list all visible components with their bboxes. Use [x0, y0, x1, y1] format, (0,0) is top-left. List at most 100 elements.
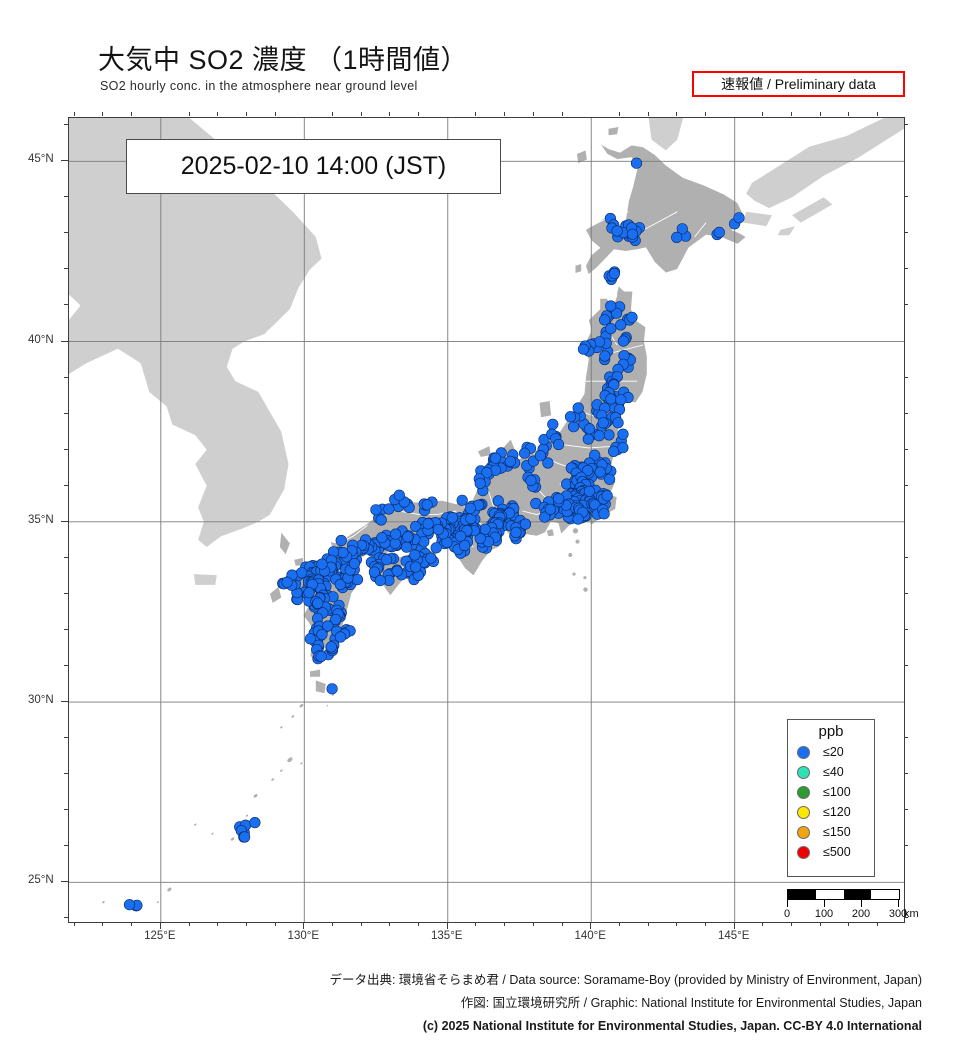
legend-item[interactable]: ≤40 [788, 762, 874, 782]
station-point[interactable] [572, 513, 584, 525]
legend-item[interactable]: ≤120 [788, 802, 874, 822]
station-point[interactable] [519, 518, 532, 530]
station-point[interactable] [617, 428, 629, 440]
station-point[interactable] [312, 597, 324, 609]
station-point[interactable] [351, 574, 364, 586]
station-point[interactable] [455, 530, 467, 542]
legend-item[interactable]: ≤20 [788, 742, 874, 762]
station-point[interactable] [464, 502, 476, 514]
station-point[interactable] [334, 578, 346, 591]
station-point[interactable] [525, 475, 537, 487]
station-point[interactable] [370, 504, 382, 516]
station-point[interactable] [381, 554, 393, 566]
station-point[interactable] [334, 631, 347, 643]
station-point[interactable] [421, 499, 433, 511]
station-point[interactable] [446, 512, 458, 524]
station-point[interactable] [615, 394, 627, 406]
station-point[interactable] [391, 565, 403, 577]
station-point[interactable] [330, 613, 342, 626]
station-point[interactable] [612, 417, 624, 429]
station-point[interactable] [589, 449, 601, 461]
station-point[interactable] [326, 683, 338, 695]
station-point[interactable] [605, 300, 617, 312]
station-point[interactable] [401, 541, 413, 553]
station-point[interactable] [316, 628, 328, 641]
station-point[interactable] [582, 433, 594, 445]
station-point[interactable] [316, 558, 328, 570]
station-point[interactable] [315, 650, 327, 663]
station-point[interactable] [594, 466, 606, 478]
station-point[interactable] [615, 319, 627, 331]
station-point[interactable] [577, 343, 590, 355]
station-point[interactable] [430, 542, 442, 554]
station-point[interactable] [393, 489, 405, 501]
station-point[interactable] [376, 532, 388, 544]
station-point[interactable] [593, 430, 605, 442]
station-point[interactable] [553, 438, 565, 451]
station-point[interactable] [538, 434, 550, 446]
station-point[interactable] [603, 429, 615, 441]
station-point[interactable] [456, 494, 468, 506]
station-point[interactable] [583, 485, 596, 497]
station-point[interactable] [432, 523, 444, 536]
station-point[interactable] [335, 534, 347, 547]
station-point[interactable] [383, 503, 395, 515]
station-point[interactable] [583, 423, 596, 435]
station-point[interactable] [510, 526, 522, 539]
station-point[interactable] [617, 335, 630, 347]
station-point[interactable] [410, 520, 422, 533]
station-point[interactable] [534, 450, 547, 462]
station-point[interactable] [519, 447, 531, 459]
station-point[interactable] [425, 552, 437, 564]
station-points-layer[interactable] [123, 157, 745, 912]
station-point[interactable] [630, 157, 643, 169]
station-point[interactable] [601, 490, 613, 502]
station-point[interactable] [572, 402, 584, 414]
station-point[interactable] [676, 223, 688, 235]
station-point[interactable] [390, 528, 402, 540]
station-point[interactable] [374, 575, 386, 587]
station-point[interactable] [249, 816, 261, 829]
station-point[interactable] [544, 503, 556, 515]
station-point[interactable] [368, 566, 381, 578]
station-point[interactable] [481, 467, 493, 479]
station-point[interactable] [337, 547, 349, 559]
station-point[interactable] [553, 493, 565, 505]
station-point[interactable] [422, 518, 434, 530]
station-point[interactable] [713, 226, 725, 238]
station-point[interactable] [607, 445, 620, 458]
station-point[interactable] [671, 231, 683, 243]
station-point[interactable] [402, 531, 414, 543]
station-point[interactable] [608, 268, 621, 280]
station-point[interactable] [304, 633, 316, 645]
station-point[interactable] [474, 532, 486, 545]
station-point[interactable] [611, 225, 623, 237]
station-point[interactable] [303, 587, 315, 599]
station-point[interactable] [568, 421, 580, 433]
station-point[interactable] [296, 567, 308, 579]
station-point[interactable] [325, 641, 337, 653]
station-point[interactable] [597, 417, 609, 429]
legend-item[interactable]: ≤100 [788, 782, 874, 802]
station-point[interactable] [489, 452, 502, 464]
station-point[interactable] [733, 212, 745, 224]
station-point[interactable] [474, 477, 486, 490]
legend-item[interactable]: ≤500 [788, 842, 874, 862]
station-point[interactable] [409, 549, 421, 561]
station-point[interactable] [348, 558, 361, 570]
map-canvas[interactable] [68, 117, 905, 923]
station-point[interactable] [281, 576, 293, 588]
station-point[interactable] [598, 508, 610, 520]
station-point[interactable] [598, 314, 611, 326]
station-point[interactable] [504, 455, 516, 468]
station-point[interactable] [123, 899, 136, 911]
station-point[interactable] [626, 311, 638, 323]
station-point[interactable] [564, 411, 577, 423]
station-point[interactable] [239, 831, 251, 843]
station-point[interactable] [322, 620, 334, 632]
station-point[interactable] [410, 561, 422, 573]
station-point[interactable] [605, 323, 617, 335]
station-point[interactable] [547, 418, 559, 430]
station-point[interactable] [459, 539, 471, 552]
station-point[interactable] [539, 511, 551, 523]
